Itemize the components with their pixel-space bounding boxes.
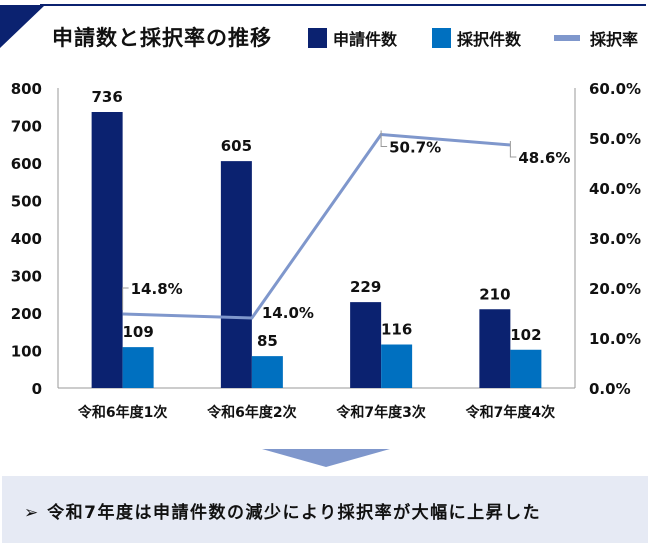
corner-triangle xyxy=(0,5,45,48)
y2-tick-label: 50.0% xyxy=(589,130,641,148)
legend-item: 申請件数 xyxy=(308,26,397,50)
y-tick-label: 0 xyxy=(32,380,42,398)
data-label: 229 xyxy=(350,278,381,296)
x-tick-label: 令和6年度1次 xyxy=(77,404,167,421)
data-label: 605 xyxy=(221,137,252,155)
y-tick-label: 200 xyxy=(11,305,42,323)
y2-tick-label: 30.0% xyxy=(589,230,641,248)
legend-item: 採択件数 xyxy=(432,26,521,50)
data-label: 210 xyxy=(479,285,510,303)
y2-tick-label: 40.0% xyxy=(589,180,641,198)
x-tick-label: 令和7年度4次 xyxy=(465,404,555,421)
y-tick-label: 100 xyxy=(11,343,42,361)
bar-adopted xyxy=(122,347,154,388)
leader-line xyxy=(122,287,129,310)
data-label: 736 xyxy=(91,88,122,106)
legend-swatch xyxy=(554,35,580,41)
bar-applications xyxy=(220,161,252,388)
legend-swatch xyxy=(308,28,327,48)
chart: 0 100 200 300 400 500 600 700 800 0.0% 10.0% 20.0% 3… xyxy=(11,80,641,421)
y-tick-label: 400 xyxy=(11,230,42,248)
y-tick-label: 600 xyxy=(11,155,42,173)
x-tick-label: 令和6年度2次 xyxy=(206,404,296,421)
rate-data-label: 14.8% xyxy=(131,280,183,298)
data-label: 102 xyxy=(510,326,541,344)
y2-tick-label: 60.0% xyxy=(589,80,641,98)
data-label: 85 xyxy=(257,332,278,350)
rate-line xyxy=(122,132,511,320)
bar-applications xyxy=(479,309,511,388)
bar-adopted xyxy=(251,356,283,388)
legend-label: 申請件数 xyxy=(333,30,398,49)
leader-line xyxy=(380,130,388,147)
y-tick-label: 800 xyxy=(11,80,42,98)
bar-applications xyxy=(91,112,123,388)
bar-adopted xyxy=(381,344,413,388)
rate-data-label: 48.6% xyxy=(518,149,570,167)
rate-data-label: 14.0% xyxy=(262,304,314,322)
arrowhead-right-icon: ➢ xyxy=(24,503,48,523)
bar-adopted xyxy=(510,349,542,388)
chart-title: 申請数と採択率の推移 xyxy=(52,26,272,50)
legend-label: 採択件数 xyxy=(457,30,522,49)
conclusion-label: 令和7年度は申請件数の減少により採択率が大幅に上昇した xyxy=(47,503,542,523)
y2-tick-label: 10.0% xyxy=(589,330,641,348)
legend-item: 採択率 xyxy=(554,26,638,50)
y2-tick-label: 0.0% xyxy=(589,380,631,398)
rate-data-label: 50.7% xyxy=(389,139,441,157)
legend-label: 採択率 xyxy=(590,30,639,49)
conclusion-box: ➢ 令和7年度は申請件数の減少により採択率が大幅に上昇した xyxy=(2,476,648,543)
y-tick-label: 700 xyxy=(11,118,42,136)
down-arrow-icon xyxy=(262,449,390,467)
y2-tick-label: 20.0% xyxy=(589,280,641,298)
legend-swatch xyxy=(432,28,451,48)
y-tick-label: 500 xyxy=(11,193,42,211)
leader-line xyxy=(509,141,517,158)
conclusion-text: ➢ 令和7年度は申請件数の減少により採択率が大幅に上昇した xyxy=(24,498,541,523)
x-tick-label: 令和7年度3次 xyxy=(335,404,425,421)
data-label: 116 xyxy=(381,321,412,339)
data-label: 109 xyxy=(122,323,153,341)
bar-applications xyxy=(350,302,382,388)
y-tick-label: 300 xyxy=(11,268,42,286)
